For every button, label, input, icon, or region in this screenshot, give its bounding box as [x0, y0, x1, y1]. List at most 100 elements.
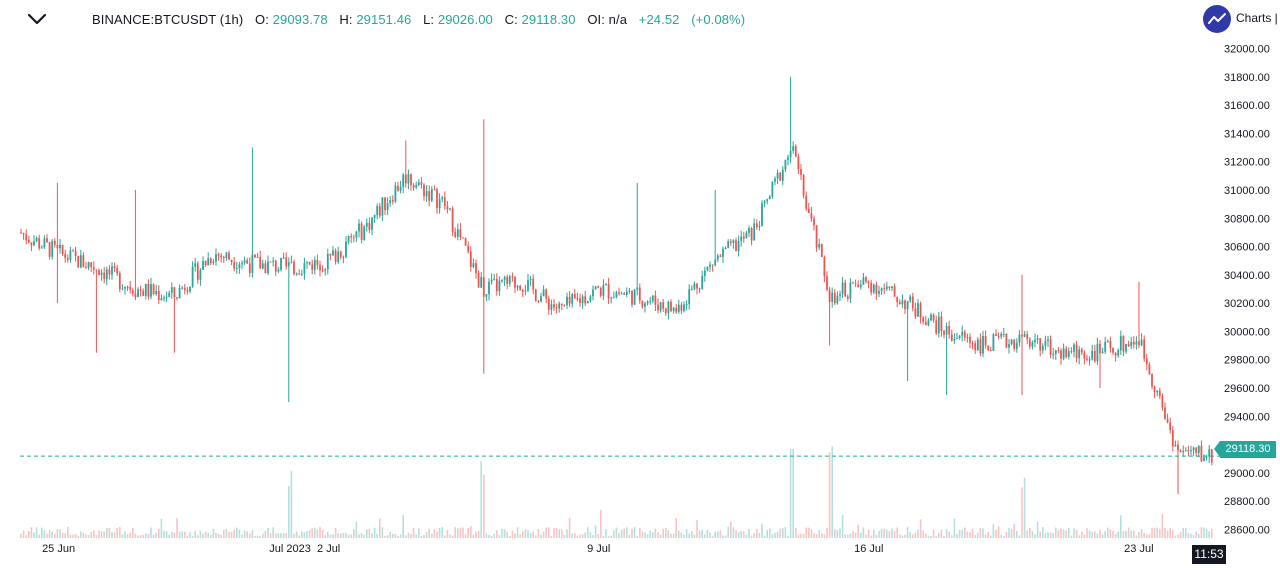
volume-bar — [1146, 534, 1148, 538]
candle-body — [618, 292, 620, 294]
volume-bar — [488, 535, 490, 538]
close-label: C: — [504, 12, 518, 27]
volume-bar — [288, 486, 290, 538]
candle-body — [620, 293, 623, 295]
candle-body — [204, 260, 207, 266]
volume-bar — [272, 527, 274, 538]
volume-bar — [106, 528, 108, 538]
candle-body — [467, 245, 470, 252]
volume-bar — [1075, 530, 1078, 538]
candle-body — [701, 275, 704, 290]
candle-body — [365, 222, 368, 227]
candle-body — [1166, 419, 1169, 423]
volume-bar — [59, 529, 61, 538]
volume-bar — [67, 526, 69, 538]
candle-body — [241, 262, 243, 265]
candle-body — [254, 254, 256, 258]
volume-bar — [758, 532, 761, 538]
volume-bar — [1166, 530, 1169, 538]
volume-bar — [831, 446, 833, 538]
candle-body — [129, 286, 132, 290]
volume-bar — [784, 527, 787, 538]
trend-line-logo-icon[interactable] — [1203, 5, 1231, 33]
candle-body — [1070, 351, 1073, 353]
candle-body — [716, 255, 719, 260]
volume-bar — [750, 535, 753, 538]
volume-bar — [917, 529, 919, 538]
volume-bar — [878, 530, 880, 538]
candle-body — [98, 270, 100, 276]
candle-body — [311, 264, 314, 270]
candle-body — [1145, 358, 1148, 365]
candle-body — [350, 235, 353, 238]
chevron-down-icon[interactable] — [26, 8, 48, 30]
volume-bar — [95, 535, 98, 538]
volume-bar — [737, 532, 740, 538]
candle-body — [256, 256, 259, 258]
volume-bar — [212, 528, 215, 538]
volume-bar — [535, 535, 537, 538]
y-tick-label: 28600.00 — [1224, 525, 1270, 537]
volume-bar — [441, 527, 443, 538]
volume-bar — [979, 527, 982, 538]
candle-body — [124, 286, 126, 289]
volume-bar — [662, 528, 664, 538]
candle-body — [1062, 348, 1065, 359]
volume-bar — [379, 518, 381, 538]
volume-bar — [493, 533, 495, 538]
volume-bar — [350, 534, 352, 538]
candle-body — [108, 269, 111, 275]
candle-body — [199, 269, 202, 280]
volume-bar — [516, 527, 519, 538]
candle-body — [646, 301, 649, 304]
candle-body — [677, 304, 680, 312]
candle-body — [703, 270, 706, 276]
candle-body — [381, 197, 384, 216]
candle-body — [1044, 340, 1047, 346]
candle-body — [859, 284, 862, 288]
volume-bar — [1065, 530, 1067, 538]
candle-body — [815, 225, 818, 248]
volume-bar — [483, 474, 485, 538]
volume-bar — [675, 517, 677, 538]
candle-body — [586, 301, 589, 304]
volume-bar — [1151, 527, 1153, 538]
volume-bar — [940, 529, 943, 538]
volume-bar — [956, 534, 958, 538]
candle-body — [584, 296, 587, 304]
volume-bar — [178, 531, 181, 538]
candle-body — [1112, 347, 1114, 353]
candle-body — [69, 250, 72, 260]
candle-body — [118, 273, 121, 290]
volume-bar — [613, 530, 615, 538]
y-tick-label: 29000.00 — [1224, 468, 1270, 480]
volume-bar — [329, 534, 332, 538]
volume-bar — [706, 529, 709, 538]
volume-bar — [28, 530, 30, 538]
volume-bar — [711, 535, 714, 538]
volume-bar — [363, 534, 365, 538]
volume-bar — [592, 534, 594, 538]
volume-bar — [735, 529, 737, 538]
volume-bar — [680, 532, 683, 538]
volume-bar — [22, 530, 25, 538]
volume-bar — [1013, 524, 1015, 538]
volume-bar — [337, 533, 339, 538]
volume-bar — [176, 518, 178, 538]
candle-body — [722, 248, 724, 257]
candle-body — [251, 254, 254, 273]
volume-bar — [199, 530, 202, 538]
volume-bar — [948, 531, 950, 538]
volume-bar — [537, 529, 540, 538]
volume-bar — [571, 533, 573, 538]
volume-bar — [48, 529, 51, 538]
candle-body — [625, 291, 628, 295]
candle-body — [482, 277, 485, 297]
volume-bar — [412, 527, 415, 538]
volume-bar — [360, 532, 363, 538]
volume-bar — [80, 531, 82, 538]
volume-bar — [730, 521, 732, 538]
volume-bar — [542, 531, 545, 538]
volume-bar — [1016, 530, 1018, 538]
